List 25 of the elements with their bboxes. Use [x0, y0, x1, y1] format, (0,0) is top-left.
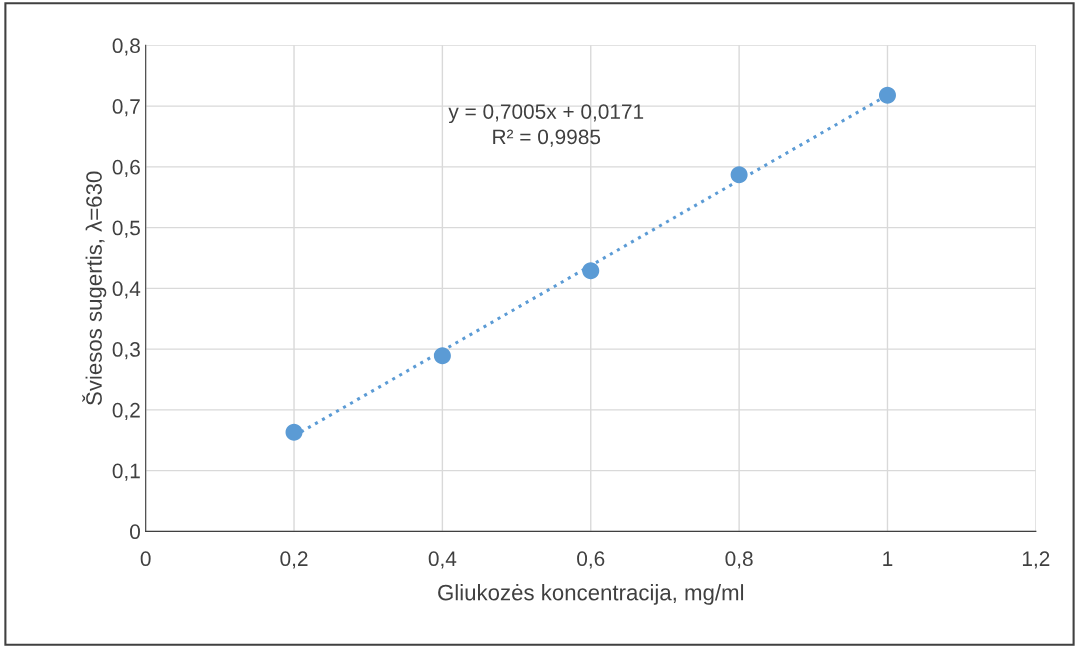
- annotation: R² = 0,9985: [493, 129, 601, 147]
- point: [285, 423, 303, 441]
- y-tick-label: 0,3: [112, 342, 140, 360]
- y-tick-label: 0,7: [112, 99, 140, 117]
- x-axis-title: Gliukozės koncentracija, mg/ml: [438, 584, 744, 605]
- point: [582, 262, 600, 280]
- x-tick-label: 0: [140, 551, 151, 567]
- x-tick-label: 0,2: [280, 551, 308, 569]
- x-tick-label: 1: [883, 551, 893, 566]
- point: [730, 166, 748, 184]
- y-tick-label: 0,6: [112, 159, 140, 178]
- y-tick-label: 0,5: [112, 220, 140, 238]
- annotation: y = 0,7005x + 0,0171: [448, 104, 644, 124]
- point: [433, 347, 451, 365]
- y-tick-label: 0,4: [112, 281, 141, 299]
- y-tick-label: 0,1: [112, 463, 140, 481]
- x-tick-label: 0,4: [428, 551, 457, 569]
- x-tick-label: 1,2: [1022, 551, 1050, 569]
- y-tick-label: 0,8: [112, 38, 140, 56]
- y-tick-label: 0,2: [112, 402, 140, 421]
- x-tick-label: 0,6: [577, 551, 605, 569]
- x-tick-label: 0,8: [725, 551, 753, 569]
- y-axis-title: Šviesos sugertis, λ=630: [82, 171, 107, 405]
- point: [878, 86, 896, 104]
- y-tick-label: 0: [130, 524, 140, 540]
